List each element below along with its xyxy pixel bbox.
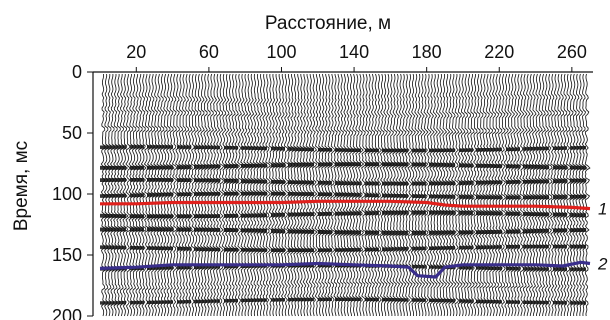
y-tick-label: 150 [52, 245, 82, 265]
seismic-trace [311, 73, 318, 317]
y-tick-label: 200 [52, 306, 82, 320]
x-tick-label: 20 [126, 42, 146, 62]
seismic-trace [475, 73, 482, 317]
seismic-trace [488, 73, 494, 317]
seismic-trace [553, 73, 560, 317]
x-tick-label: 220 [484, 42, 514, 62]
seismic-trace [516, 73, 523, 317]
y-tick-label: 0 [72, 62, 82, 82]
x-tick-labels: 20 60 100 140 180 220 260 [126, 42, 587, 72]
horizon-1-label: 1 [598, 200, 607, 219]
x-tick-label: 60 [199, 42, 219, 62]
seismic-trace [549, 73, 556, 317]
horizon-1-line [100, 199, 591, 211]
seismic-trace [556, 73, 563, 316]
seismic-trace [376, 73, 383, 317]
reflector-band [99, 145, 587, 153]
seismic-trace [447, 73, 454, 317]
seismic-trace [357, 73, 365, 317]
seismic-trace [512, 73, 520, 317]
seismic-trace [171, 73, 178, 317]
seismic-trace [525, 73, 532, 317]
reflector-band [100, 162, 587, 170]
seismic-trace [361, 73, 368, 317]
seismic-trace [562, 73, 569, 316]
reflector-band [99, 210, 587, 219]
horizon-labels: 12 [597, 200, 608, 274]
seismic-trace [494, 73, 501, 317]
seismic-trace [233, 73, 241, 317]
seismic-trace [484, 73, 491, 317]
seismic-trace [466, 74, 473, 317]
horizon-2-label: 2 [597, 255, 608, 274]
seismic-trace [534, 73, 541, 317]
seismic-trace [407, 73, 414, 317]
seismic-trace [559, 73, 566, 316]
seismic-trace [463, 74, 470, 317]
seismic-trace [522, 73, 529, 317]
seismic-trace [283, 74, 290, 317]
seismic-trace [519, 73, 526, 317]
seismic-trace [537, 73, 544, 317]
x-axis-title: Расстояние, м [265, 13, 391, 34]
x-tick-label: 180 [412, 42, 442, 62]
seismic-trace [453, 73, 460, 317]
seismic-trace [509, 73, 517, 317]
seismic-trace [546, 73, 553, 317]
seismic-trace [265, 73, 272, 317]
seismic-trace [500, 73, 507, 317]
seismic-trace [330, 73, 337, 317]
horizons-layer [99, 199, 591, 279]
x-tick-label: 260 [557, 42, 587, 62]
seismic-trace [503, 73, 510, 317]
seismic-trace [584, 73, 591, 317]
seismic-trace [540, 73, 547, 317]
seismic-trace [456, 73, 463, 317]
seismic-trace [531, 73, 538, 317]
reflector-band [100, 178, 587, 186]
seismic-trace [140, 73, 147, 317]
x-tick-label: 100 [266, 42, 296, 62]
seismic-traces [99, 73, 591, 317]
seismic-trace [506, 73, 513, 317]
seismic-trace [450, 73, 457, 317]
seismic-trace [481, 73, 488, 317]
reflector-band [99, 244, 586, 252]
seismic-trace [478, 73, 485, 317]
reflector-band [99, 191, 587, 200]
seismic-trace [187, 73, 194, 317]
y-tick-label: 100 [52, 184, 82, 204]
seismic-trace [565, 73, 572, 316]
seismic-trace [472, 73, 479, 317]
reflector-band [100, 297, 587, 305]
reflector-band [100, 227, 587, 235]
y-tick-label: 50 [62, 123, 82, 143]
y-axis-title: Время, мс [11, 141, 32, 231]
seismic-trace [543, 73, 550, 317]
seismic-trace [497, 73, 504, 317]
seismic-trace [122, 73, 129, 317]
seismic-trace [460, 74, 467, 317]
seismic-trace [528, 73, 535, 317]
x-tick-label: 140 [339, 42, 369, 62]
horizon-2-line [99, 260, 591, 279]
y-tick-labels: 0 50 100 150 200 [52, 62, 93, 320]
seismic-trace [125, 73, 132, 317]
seismic-trace [218, 73, 225, 317]
seismic-trace [491, 73, 498, 317]
seismic-trace [469, 74, 476, 317]
